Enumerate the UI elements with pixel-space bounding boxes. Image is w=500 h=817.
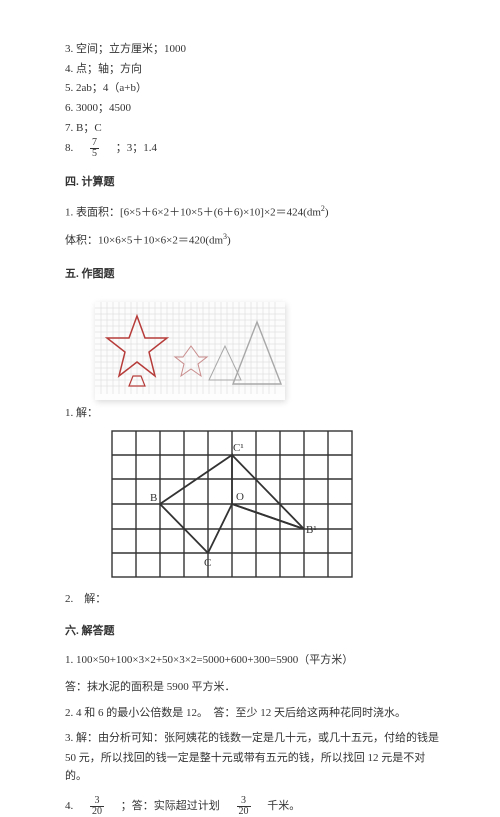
fraction-den: 20 [90, 807, 104, 817]
fill-in-5: 5. 2ab；4（a+b） [65, 79, 440, 98]
calc-q1-suffix: ) [325, 207, 329, 219]
star-grid-svg [95, 302, 285, 394]
fill-in-8: 8. 7 5 ；3；1.4 [65, 138, 440, 159]
fraction-den: 20 [237, 807, 251, 817]
solve-q4-prefix: 4. [65, 800, 84, 812]
svg-text:C: C [204, 557, 211, 569]
fill-in-6: 6. 3000；4500 [65, 99, 440, 118]
fraction-3-20a: 3 20 [90, 796, 104, 817]
solve-q3b: 50 元，所以找回的钱一定是整十元或带有五元的钱，所以找回 12 元是不对的。 [65, 749, 440, 786]
calc-q1b-prefix: 体积：10×6×5＋10×6×2＝420(dm [65, 235, 223, 247]
fill-in-3: 3. 空间；立方厘米；1000 [65, 40, 440, 59]
section-6-title: 六. 解答题 [65, 622, 440, 641]
draw-q2-label: 2. 解： [65, 590, 106, 609]
figure-1 [95, 302, 285, 401]
fill-in-7: 7. B；C [65, 119, 440, 138]
svg-text:B¹: B¹ [306, 524, 317, 536]
draw-q1-label: 1. 解： [65, 404, 98, 423]
draw-q1-row: 1. 解： [65, 294, 440, 423]
solve-q1a: 1. 100×50+100×3×2+50×3×2=5000+600+300=59… [65, 651, 440, 670]
fraction-num: 3 [237, 796, 251, 807]
svg-text:B: B [150, 492, 157, 504]
calc-q1-line1: 1. 表面积：[6×5＋6×2＋10×5＋(6＋6)×10]×2＝424(dm2… [65, 202, 440, 222]
svg-text:O: O [236, 491, 244, 503]
fraction-3-20b: 3 20 [237, 796, 251, 817]
fill-in-8-prefix: 8. [65, 142, 84, 154]
solve-q4-suffix: 千米。 [256, 800, 300, 812]
solve-q1b: 答：抹水泥的面积是 5900 平方米． [65, 678, 440, 697]
grid-geometry-svg: C¹ B O B¹ C [110, 429, 354, 579]
solve-q2: 2. 4 和 6 的最小公倍数是 12。 答：至少 12 天后给这两种花同时浇水… [65, 704, 440, 723]
fraction-num: 3 [90, 796, 104, 807]
solve-q4-mid: ；答：实际超过计划 [110, 800, 231, 812]
svg-text:C¹: C¹ [233, 442, 244, 454]
fraction-den: 5 [90, 149, 99, 159]
solve-q4: 4. 3 20 ；答：实际超过计划 3 20 千米。 [65, 796, 440, 817]
calc-q1-prefix: 1. 表面积：[6×5＋6×2＋10×5＋(6＋6)×10]×2＝424(dm [65, 207, 321, 219]
calc-q1b-suffix: ) [227, 235, 231, 247]
section-5-title: 五. 作图题 [65, 265, 440, 284]
figure-2: C¹ B O B¹ C [110, 429, 440, 586]
calc-q1-line2: 体积：10×6×5＋10×6×2＝420(dm3) [65, 230, 440, 250]
section-4-title: 四. 计算题 [65, 173, 440, 192]
fraction-7-5: 7 5 [90, 138, 99, 159]
fill-in-4: 4. 点；轴；方向 [65, 60, 440, 79]
solve-q3a: 3. 解：由分析可知：张阿姨花的钱数一定是几十元，或几十五元，付给的钱是 [65, 729, 440, 748]
fill-in-8-suffix: ；3；1.4 [105, 142, 157, 154]
